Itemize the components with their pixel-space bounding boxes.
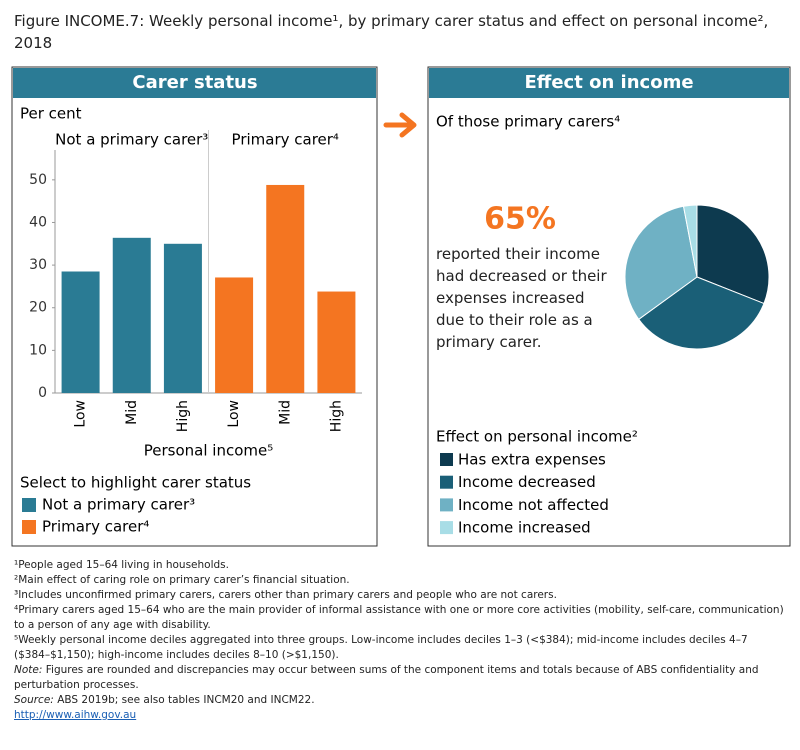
x-tick-label: Low (73, 400, 89, 428)
footnotes: ¹People aged 15–64 living in households.… (14, 558, 786, 723)
y-tick-label: 20 (29, 300, 47, 316)
group-label: Primary carer⁴ (232, 131, 339, 149)
legend-swatch[interactable] (22, 498, 36, 512)
legend-label: Has extra expenses (458, 451, 606, 469)
legend-label: Income not affected (458, 496, 609, 514)
y-tick-label: 10 (29, 342, 47, 358)
figure-title: Figure INCOME.7: Weekly personal income¹… (14, 12, 769, 52)
panel-header (429, 68, 789, 98)
bar (112, 237, 151, 393)
legend-item[interactable]: Primary carer⁴ (22, 518, 149, 536)
chart: Carer status Effect on income Per cent O… (11, 66, 791, 547)
panel-border (427, 66, 791, 547)
pie-slice (696, 204, 770, 305)
highlight-value: 65% (484, 202, 556, 237)
bar (61, 271, 100, 393)
pie-slice (624, 205, 698, 321)
x-tick-label: Low (226, 400, 242, 428)
footnote: ¹People aged 15–64 living in households. (14, 558, 786, 573)
bar (266, 184, 305, 393)
source-label: Source: (14, 694, 54, 706)
url[interactable]: http://www.aihw.gov.au (14, 709, 137, 721)
footnote: ⁴Primary carers aged 15–64 who are the m… (14, 603, 786, 633)
x-tick-label: High (328, 400, 344, 432)
source-text: ABS 2019b; see also tables INCM20 and IN… (57, 694, 315, 706)
url-line: http://www.aihw.gov.au (14, 708, 786, 723)
pie-description: reported their income had decreased or t… (436, 245, 607, 351)
note-label: Note: (14, 664, 43, 676)
pie-slice (638, 276, 765, 350)
legend-label[interactable]: Not a primary carer³ (42, 496, 195, 514)
legend-title: Select to highlight carer status (20, 474, 251, 492)
legend-label[interactable]: Primary carer⁴ (42, 518, 149, 536)
panel-header (13, 68, 376, 98)
panel-border (11, 66, 378, 547)
legend-swatch[interactable] (22, 520, 36, 534)
pie-slice (682, 204, 698, 278)
y-tick-label: 30 (29, 257, 47, 273)
footnote-text: ²Main effect of caring role on primary c… (14, 574, 350, 586)
y-tick-label: 0 (38, 385, 47, 401)
legend-swatch (440, 521, 453, 535)
x-axis-label: Personal income⁵ (144, 442, 274, 460)
legend-swatch (440, 475, 453, 489)
source: Source: ABS 2019b; see also tables INCM2… (14, 693, 786, 708)
legend-title: Effect on personal income² (436, 428, 638, 446)
legend-label: Income increased (458, 519, 591, 537)
y-axis-label: Per cent (20, 105, 82, 123)
footnote: ³Includes unconfirmed primary carers, ca… (14, 588, 786, 603)
bar (317, 291, 356, 393)
x-tick-label: Mid (124, 400, 140, 425)
x-tick-label: Mid (277, 400, 293, 425)
footnote: ⁵Weekly personal income deciles aggregat… (14, 633, 786, 663)
panel-title: Carer status (132, 72, 257, 93)
pie-subtitle: Of those primary carers⁴ (436, 113, 620, 131)
note-text: Figures are rounded and discrepancies ma… (14, 664, 759, 691)
legend-swatch (440, 453, 453, 466)
x-tick-label: High (175, 400, 191, 432)
footnote-text: ⁵Weekly personal income deciles aggregat… (14, 634, 748, 661)
footnote: ²Main effect of caring role on primary c… (14, 573, 786, 588)
arrow (383, 112, 417, 138)
y-tick-label: 50 (29, 172, 47, 188)
footnote-text: ³Includes unconfirmed primary carers, ca… (14, 589, 557, 601)
group-label: Not a primary carer³ (55, 131, 208, 149)
panel-title: Effect on income (524, 72, 693, 93)
bar (215, 277, 254, 393)
legend-item[interactable]: Not a primary carer³ (22, 496, 195, 514)
note: Note: Figures are rounded and discrepanc… (14, 663, 786, 693)
legend-label: Income decreased (458, 473, 596, 491)
y-tick-label: 40 (29, 214, 47, 230)
bar (163, 243, 202, 393)
legend-swatch (440, 498, 453, 512)
footnote-text: ⁴Primary carers aged 15–64 who are the m… (14, 604, 784, 631)
footnote-text: ¹People aged 15–64 living in households. (14, 559, 229, 571)
